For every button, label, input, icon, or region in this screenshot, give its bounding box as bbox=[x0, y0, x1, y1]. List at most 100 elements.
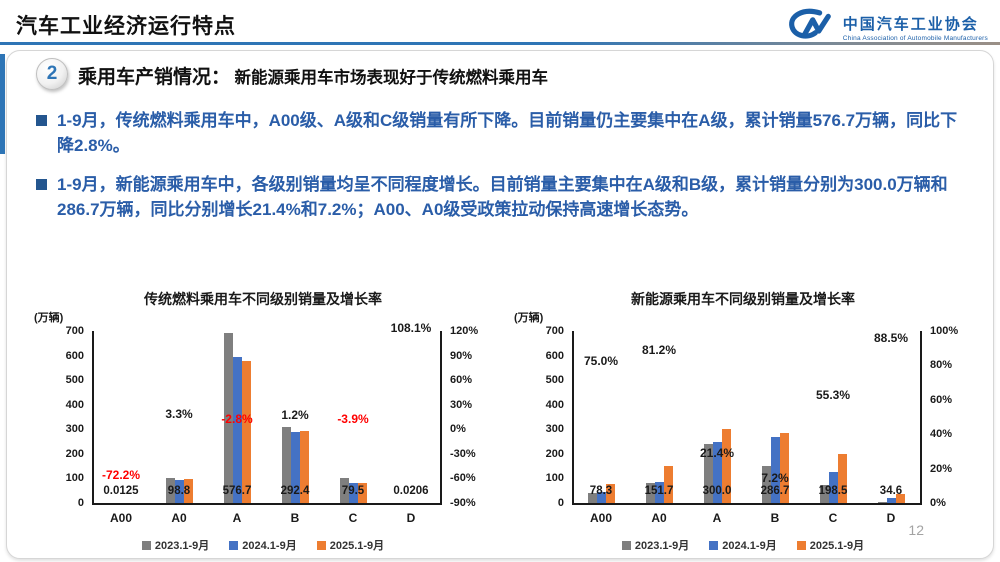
legend-swatch bbox=[621, 540, 631, 550]
growth-rate-label: 108.1% bbox=[390, 320, 432, 335]
value-label: 576.7 bbox=[222, 485, 252, 497]
legend-swatch bbox=[229, 540, 239, 550]
y-axis-tick-label: 700 bbox=[65, 325, 84, 337]
legend-label: 2023.1-9月 bbox=[154, 540, 210, 552]
bar-2025.1-9月-A0 bbox=[183, 478, 193, 503]
legend-item: 2025.1-9月 bbox=[796, 537, 865, 553]
y-axis-tick-label: 600 bbox=[65, 349, 84, 362]
logo-name-cn: 中国汽车工业协会 bbox=[842, 16, 979, 33]
bar-2024.1-9月-C bbox=[348, 482, 358, 503]
secondary-y-axis-tick-label: 100% bbox=[930, 325, 959, 337]
value-label: 292.4 bbox=[280, 485, 310, 497]
bullet-text: 1-9月，新能源乘用车中，各级别销量均呈不同程度增长。目前销量主要集中在A级和B… bbox=[57, 175, 948, 220]
growth-rate-label: 75.0% bbox=[583, 354, 619, 368]
value-label: 78.3 bbox=[589, 485, 613, 497]
category-label: B bbox=[290, 511, 300, 525]
y-axis-line bbox=[92, 331, 94, 503]
secondary-y-axis-tick-label: 30% bbox=[450, 398, 473, 411]
bar-2023.1-9月-A bbox=[703, 444, 713, 503]
legend-label: 2025.1-9月 bbox=[809, 540, 865, 552]
bar-2025.1-9月-B bbox=[299, 431, 309, 503]
category-label: D bbox=[886, 511, 896, 525]
secondary-y-axis-tick-label: -30% bbox=[450, 447, 476, 460]
bar-2025.1-9月-B bbox=[779, 432, 789, 503]
bullet-square-icon bbox=[36, 179, 47, 191]
bar-2023.1-9月-D bbox=[877, 501, 887, 503]
cm-logo-icon bbox=[785, 6, 837, 49]
y-axis-tick-label: 300 bbox=[65, 423, 84, 436]
bar-2024.1-9月-A0 bbox=[174, 479, 184, 503]
secondary-y-axis-tick-label: 90% bbox=[450, 349, 473, 362]
page-number: 12 bbox=[908, 522, 924, 538]
value-label: 198.5 bbox=[818, 485, 848, 497]
bar-2024.1-9月-A bbox=[232, 357, 242, 503]
value-label: 79.5 bbox=[341, 485, 365, 497]
legend-swatch bbox=[709, 540, 719, 550]
chart-title: 新能源乘用车不同级别销量及增长率 bbox=[631, 291, 855, 307]
legend-swatch bbox=[141, 540, 151, 550]
y-axis-tick-label: 200 bbox=[545, 447, 564, 460]
value-label: 286.7 bbox=[760, 485, 790, 497]
legend-swatch bbox=[796, 540, 806, 550]
bar-2023.1-9月-A0 bbox=[165, 478, 175, 503]
growth-rate-label: -72.2% bbox=[101, 468, 141, 483]
bar-2025.1-9月-A0 bbox=[663, 465, 673, 503]
bar-2023.1-9月-A00 bbox=[587, 492, 597, 503]
category-label: A00 bbox=[109, 511, 132, 525]
bar-2025.1-9月-A00 bbox=[605, 483, 615, 503]
secondary-y-axis-tick-label: 20% bbox=[930, 462, 953, 475]
secondary-y-axis-tick-label: 60% bbox=[930, 393, 953, 406]
logo-name-en: China Association of Automobile Manufact… bbox=[842, 35, 988, 42]
bar-2025.1-9月-A bbox=[241, 361, 251, 503]
chart-legend: 2023.1-9月 2024.1-9月 2025.1-9月 bbox=[508, 537, 978, 553]
value-label: 300.0 bbox=[702, 485, 732, 497]
growth-rate-label: 7.2% bbox=[761, 470, 789, 485]
value-label: 151.7 bbox=[644, 485, 674, 497]
y-axis-tick-label: 100 bbox=[65, 472, 84, 485]
section-number: 2 bbox=[46, 63, 58, 84]
x-axis-line bbox=[572, 503, 922, 505]
category-label: A00 bbox=[589, 511, 612, 525]
bar-2023.1-9月-B bbox=[281, 427, 291, 503]
secondary-y-axis-line bbox=[440, 331, 442, 503]
category-label: C bbox=[828, 511, 838, 525]
y-axis-tick-label: 600 bbox=[545, 349, 564, 362]
bar-2024.1-9月-C bbox=[828, 471, 838, 503]
bullet-text: 1-9月，传统燃料乘用车中，A00级、A级和C级销量有所下降。目前销量仍主要集中… bbox=[57, 111, 958, 156]
secondary-y-axis-tick-label: -60% bbox=[450, 472, 476, 485]
legend-item: 2023.1-9月 bbox=[141, 537, 210, 553]
axis-unit-label: (万辆) bbox=[34, 312, 64, 324]
bar-2024.1-9月-A0 bbox=[654, 482, 664, 503]
category-label: B bbox=[770, 511, 780, 525]
y-axis-tick-label: 300 bbox=[545, 423, 564, 436]
legend-label: 2023.1-9月 bbox=[634, 540, 690, 552]
value-label: 34.6 bbox=[879, 485, 903, 497]
bar-2024.1-9月-B bbox=[770, 437, 780, 503]
category-label: A bbox=[712, 511, 722, 525]
secondary-y-axis-tick-label: 0% bbox=[930, 497, 946, 509]
bar-2025.1-9月-D bbox=[895, 494, 905, 503]
secondary-y-axis-tick-label: 0% bbox=[450, 423, 466, 436]
y-axis-tick-label: 0 bbox=[77, 497, 84, 509]
y-axis-tick-label: 100 bbox=[545, 472, 564, 485]
axis-unit-label: (万辆) bbox=[514, 312, 544, 324]
bar-2023.1-9月-A bbox=[223, 333, 233, 503]
bar-2024.1-9月-A bbox=[712, 442, 722, 503]
category-label: A bbox=[232, 511, 242, 525]
secondary-y-axis-line bbox=[920, 331, 922, 503]
bullet-item: 1-9月，传统燃料乘用车中，A00级、A级和C级销量有所下降。目前销量仍主要集中… bbox=[36, 108, 970, 158]
x-axis-line bbox=[92, 503, 442, 505]
bar-2024.1-9月-D bbox=[886, 498, 896, 503]
legend-item: 2024.1-9月 bbox=[229, 537, 297, 553]
chart-legend: 2023.1-9月 2024.1-9月 2025.1-9月 bbox=[28, 537, 498, 553]
growth-rate-label: 55.3% bbox=[815, 387, 851, 402]
bar-2024.1-9月-A00 bbox=[596, 492, 606, 503]
bar-2024.1-9月-B bbox=[290, 431, 300, 503]
secondary-y-axis-tick-label: 60% bbox=[450, 374, 473, 387]
legend-item: 2023.1-9月 bbox=[621, 537, 690, 553]
section-title: 乘用车产销情况： 新能源乘用车市场表现好于传统燃料乘用车 bbox=[78, 62, 548, 89]
y-axis-line bbox=[572, 331, 574, 503]
legend-swatch bbox=[316, 540, 326, 550]
y-axis-tick-label: 200 bbox=[65, 447, 84, 460]
secondary-y-axis-tick-label: 40% bbox=[930, 428, 953, 441]
